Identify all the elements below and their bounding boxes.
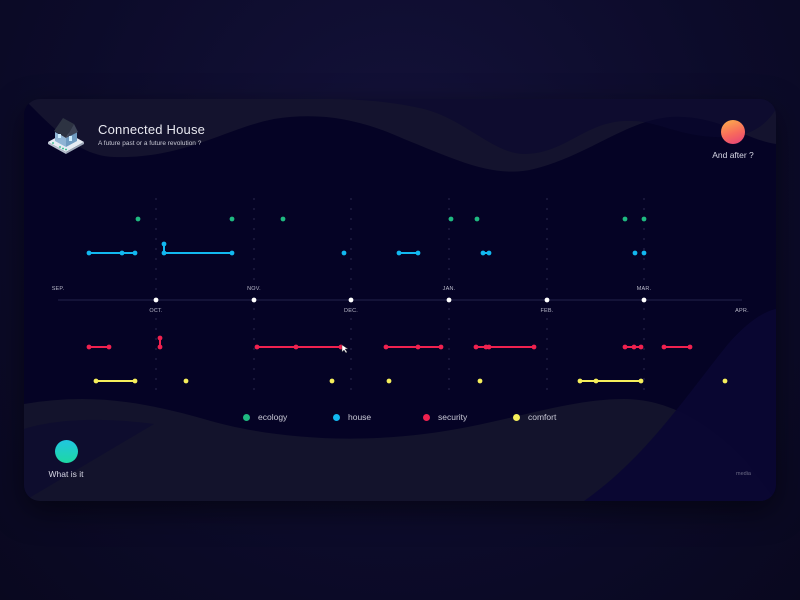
data-point[interactable]	[622, 344, 628, 350]
month-label: NOV.	[247, 286, 261, 292]
data-point[interactable]	[86, 344, 92, 350]
page-header: Connected House A future past or a futur…	[44, 112, 205, 156]
comfort-dot-icon	[513, 413, 520, 421]
data-point[interactable]	[631, 344, 637, 350]
data-point[interactable]	[593, 378, 599, 384]
data-point[interactable]	[448, 216, 454, 222]
data-point[interactable]	[386, 378, 392, 384]
legend-label: ecology	[258, 412, 288, 422]
month-marker[interactable]	[153, 297, 159, 303]
series-house	[86, 241, 647, 256]
month-marker[interactable]	[544, 297, 550, 303]
legend-item-comfort[interactable]: comfort	[513, 412, 556, 422]
data-point[interactable]	[473, 344, 479, 350]
page-title: Connected House	[98, 121, 206, 137]
month-gridlines	[155, 198, 645, 398]
data-point[interactable]	[480, 250, 486, 256]
data-point[interactable]	[486, 250, 492, 256]
data-point[interactable]	[106, 344, 112, 350]
legend-label: security	[438, 412, 468, 422]
data-point[interactable]	[254, 344, 260, 350]
legend-item-house[interactable]: house	[333, 412, 371, 422]
data-point[interactable]	[638, 378, 644, 384]
month-marker[interactable]	[251, 297, 257, 303]
orange-orb-icon[interactable]	[721, 120, 745, 144]
media-link[interactable]: media	[736, 471, 751, 477]
month-label: JAN.	[442, 286, 456, 292]
data-point[interactable]	[132, 378, 138, 384]
data-point[interactable]	[119, 250, 125, 256]
cursor-icon	[341, 344, 349, 354]
ecology-dot-icon	[243, 413, 250, 421]
prev-section-button[interactable]: What is it	[42, 440, 90, 479]
data-point[interactable]	[415, 250, 421, 256]
data-point[interactable]	[229, 216, 235, 222]
month-label: DEC.	[344, 308, 358, 314]
series-layer	[86, 216, 728, 384]
month-marker[interactable]	[641, 297, 647, 303]
data-point[interactable]	[415, 344, 421, 350]
next-section-button[interactable]: And after ?	[706, 120, 760, 160]
data-point[interactable]	[641, 216, 647, 222]
teal-orb-icon[interactable]	[54, 440, 78, 463]
data-point[interactable]	[383, 344, 389, 350]
month-marker[interactable]	[348, 297, 354, 303]
data-point[interactable]	[486, 344, 492, 350]
data-point[interactable]	[293, 344, 299, 350]
data-point[interactable]	[438, 344, 444, 350]
data-point[interactable]	[661, 344, 667, 350]
data-point[interactable]	[229, 250, 235, 256]
isometric-house-icon	[48, 118, 84, 154]
data-point[interactable]	[161, 241, 167, 247]
series-security	[86, 335, 693, 350]
data-point[interactable]	[632, 250, 638, 256]
month-label: OCT.	[149, 308, 163, 314]
house-dot-icon	[333, 413, 340, 421]
data-point[interactable]	[93, 378, 99, 384]
series-comfort	[93, 378, 728, 384]
data-point[interactable]	[161, 250, 167, 256]
data-point[interactable]	[132, 250, 138, 256]
month-label: FEB.	[540, 308, 554, 314]
axis-markers	[153, 297, 647, 303]
data-point[interactable]	[474, 216, 480, 222]
month-marker[interactable]	[446, 297, 452, 303]
security-dot-icon	[423, 413, 430, 421]
data-point[interactable]	[577, 378, 583, 384]
data-point[interactable]	[622, 216, 628, 222]
data-point[interactable]	[157, 335, 163, 341]
next-section-label[interactable]: And after ?	[712, 150, 754, 160]
data-point[interactable]	[135, 216, 141, 222]
data-point[interactable]	[396, 250, 402, 256]
data-point[interactable]	[157, 344, 163, 350]
month-label: SEP.	[51, 286, 65, 292]
month-label: MAR.	[636, 286, 652, 292]
data-point[interactable]	[183, 378, 189, 384]
data-point[interactable]	[341, 250, 347, 256]
series-ecology	[135, 216, 647, 222]
legend-label: comfort	[528, 412, 557, 422]
legend-item-ecology[interactable]: ecology	[243, 412, 287, 422]
data-point[interactable]	[280, 216, 286, 222]
data-point[interactable]	[86, 250, 92, 256]
month-label: APR.	[735, 308, 749, 314]
data-point[interactable]	[477, 378, 483, 384]
chart-legend: ecology house security comfort	[0, 412, 800, 426]
page-subtitle: A future past or a future revolution ?	[98, 139, 202, 147]
data-point[interactable]	[638, 344, 644, 350]
data-point[interactable]	[641, 250, 647, 256]
legend-item-security[interactable]: security	[423, 412, 467, 422]
data-point[interactable]	[329, 378, 335, 384]
data-point[interactable]	[531, 344, 537, 350]
data-point[interactable]	[687, 344, 693, 350]
legend-label: house	[348, 412, 372, 422]
prev-section-label[interactable]: What is it	[48, 469, 84, 479]
data-point[interactable]	[722, 378, 728, 384]
wave-background	[24, 99, 776, 501]
